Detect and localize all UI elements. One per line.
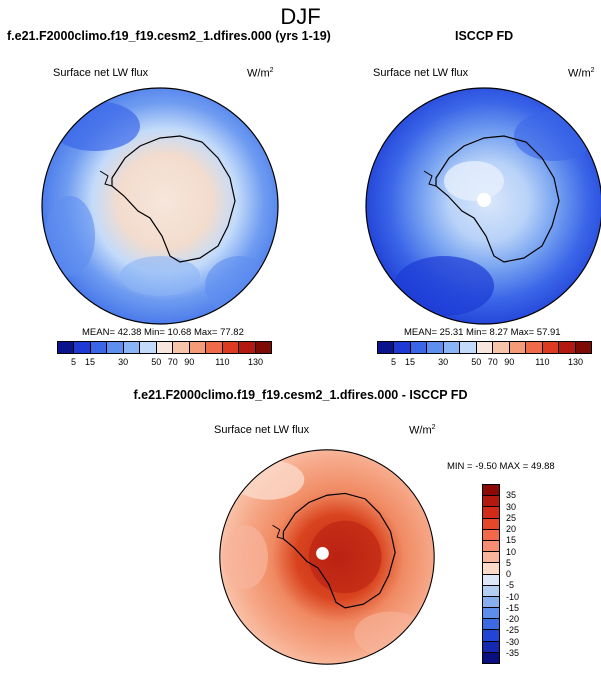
- colorbar-swatch: [483, 496, 499, 508]
- colorbar-swatch: [239, 342, 256, 353]
- colorbar-tick-label: 20: [506, 524, 517, 534]
- colorbar-swatch: [255, 342, 272, 353]
- colorbar-swatch: [74, 342, 91, 353]
- colorbar-tick-label: 30: [506, 501, 517, 512]
- colorbar-swatch: [483, 585, 499, 597]
- colorbar-swatch: [189, 342, 207, 353]
- colorbar-swatch: [206, 342, 223, 353]
- colorbar-swatch: [483, 596, 499, 609]
- colorbar-swatch: [559, 342, 576, 353]
- colorbar-tick-label: 110: [215, 357, 230, 367]
- obs-polar-map: [365, 87, 601, 325]
- colorbar-swatch: [90, 342, 108, 353]
- colorbar-tick-label: 0: [506, 569, 512, 579]
- colorbar-swatch: [483, 529, 499, 541]
- obs-units: W/m2: [568, 67, 595, 80]
- colorbar-tick-label: 25: [506, 512, 517, 523]
- colorbar-tick-label: -20: [506, 614, 520, 624]
- colorbar-tick-label: 15: [405, 357, 416, 367]
- colorbar-swatch: [443, 342, 461, 353]
- obs-colorbar-ticks: 5 15 30 50 70 90 110 130: [377, 357, 592, 369]
- colorbar-tick-label: 5: [391, 357, 397, 367]
- colorbar-swatch: [575, 342, 592, 353]
- colorbar-tick-label: 50: [471, 357, 482, 367]
- colorbar-tick-label: -25: [506, 625, 520, 636]
- diff-field-label: Surface net LW flux: [214, 424, 310, 436]
- colorbar-swatch: [542, 342, 560, 353]
- colorbar-tick-label: 35: [506, 490, 517, 501]
- colorbar-swatch: [526, 342, 543, 353]
- colorbar-swatch: [483, 630, 499, 642]
- colorbar-swatch: [483, 574, 499, 586]
- colorbar-swatch: [483, 608, 499, 620]
- model-stats: MEAN= 42.38 Min= 10.68 Max= 77.82: [82, 327, 244, 338]
- colorbar-tick-label: 15: [85, 357, 96, 367]
- colorbar-tick-label: 70: [487, 357, 498, 367]
- colorbar-tick-label: -5: [506, 580, 515, 591]
- diff-colorbar-ticks: 35 30 25 20 15 10 5 0 -5 -10 -15 -20 -25 -30 -35: [506, 484, 536, 664]
- colorbar-swatch: [394, 342, 411, 353]
- obs-panel-title: ISCCP FD: [455, 29, 514, 43]
- diff-panel-title: f.e21.F2000climo.f19_f19.cesm2_1.dfires.…: [133, 388, 468, 402]
- colorbar-swatch: [156, 342, 174, 353]
- colorbar-swatch: [483, 563, 499, 575]
- colorbar-tick-label: 30: [118, 357, 129, 367]
- colorbar-swatch: [460, 342, 477, 353]
- colorbar-swatch: [123, 342, 141, 353]
- colorbar-tick-label: -10: [506, 591, 520, 602]
- colorbar-swatch: [483, 540, 499, 553]
- colorbar-swatch: [378, 342, 395, 353]
- colorbar-tick-label: 10: [506, 546, 517, 557]
- colorbar-swatch: [427, 342, 444, 353]
- diff-polar-map: [219, 449, 435, 665]
- colorbar-tick-label: 30: [438, 357, 449, 367]
- colorbar-tick-label: -30: [506, 636, 520, 647]
- colorbar-swatch: [58, 342, 75, 353]
- colorbar-swatch: [493, 342, 510, 353]
- diff-units: W/m2: [409, 424, 436, 437]
- colorbar-swatch: [483, 552, 499, 564]
- colorbar-swatch: [222, 342, 240, 353]
- colorbar-swatch: [173, 342, 190, 353]
- model-field-label: Surface net LW flux: [53, 67, 149, 79]
- obs-stats: MEAN= 25.31 Min= 8.27 Max= 57.91: [404, 327, 561, 338]
- colorbar-tick-label: -35: [506, 647, 520, 658]
- colorbar-tick-label: 50: [151, 357, 162, 367]
- colorbar-tick-label: 130: [567, 357, 583, 367]
- figure-title: DJF: [280, 4, 321, 29]
- colorbar-swatch: [476, 342, 494, 353]
- colorbar-tick-label: 70: [167, 357, 178, 367]
- colorbar-swatch: [483, 652, 499, 663]
- colorbar-swatch: [509, 342, 527, 353]
- colorbar-tick-label: 90: [504, 357, 515, 367]
- colorbar-swatch: [483, 507, 499, 519]
- colorbar-swatch: [483, 641, 499, 653]
- colorbar-tick-label: 15: [506, 535, 517, 546]
- colorbar-tick-label: 130: [247, 357, 263, 367]
- colorbar-tick-label: -15: [506, 602, 520, 613]
- model-units: W/m2: [247, 67, 274, 80]
- diff-stats: MIN = -9.50 MAX = 49.88: [447, 461, 555, 472]
- diff-colorbar: [482, 484, 500, 664]
- colorbar-swatch: [483, 619, 499, 631]
- model-polar-map: [41, 87, 279, 325]
- colorbar-tick-label: 110: [535, 357, 550, 367]
- colorbar-tick-label: 5: [506, 557, 512, 568]
- colorbar-tick-label: 90: [184, 357, 195, 367]
- obs-colorbar: [377, 341, 592, 354]
- colorbar-swatch: [483, 518, 499, 530]
- colorbar-swatch: [107, 342, 124, 353]
- model-colorbar-ticks: 5 15 30 50 70 90 110 130: [57, 357, 272, 369]
- obs-field-label: Surface net LW flux: [373, 67, 469, 79]
- colorbar-swatch: [483, 485, 499, 497]
- colorbar-swatch: [410, 342, 428, 353]
- model-colorbar: [57, 341, 272, 354]
- colorbar-swatch: [140, 342, 157, 353]
- model-panel-title: f.e21.F2000climo.f19_f19.cesm2_1.dfires.…: [7, 29, 331, 43]
- colorbar-tick-label: 5: [71, 357, 77, 367]
